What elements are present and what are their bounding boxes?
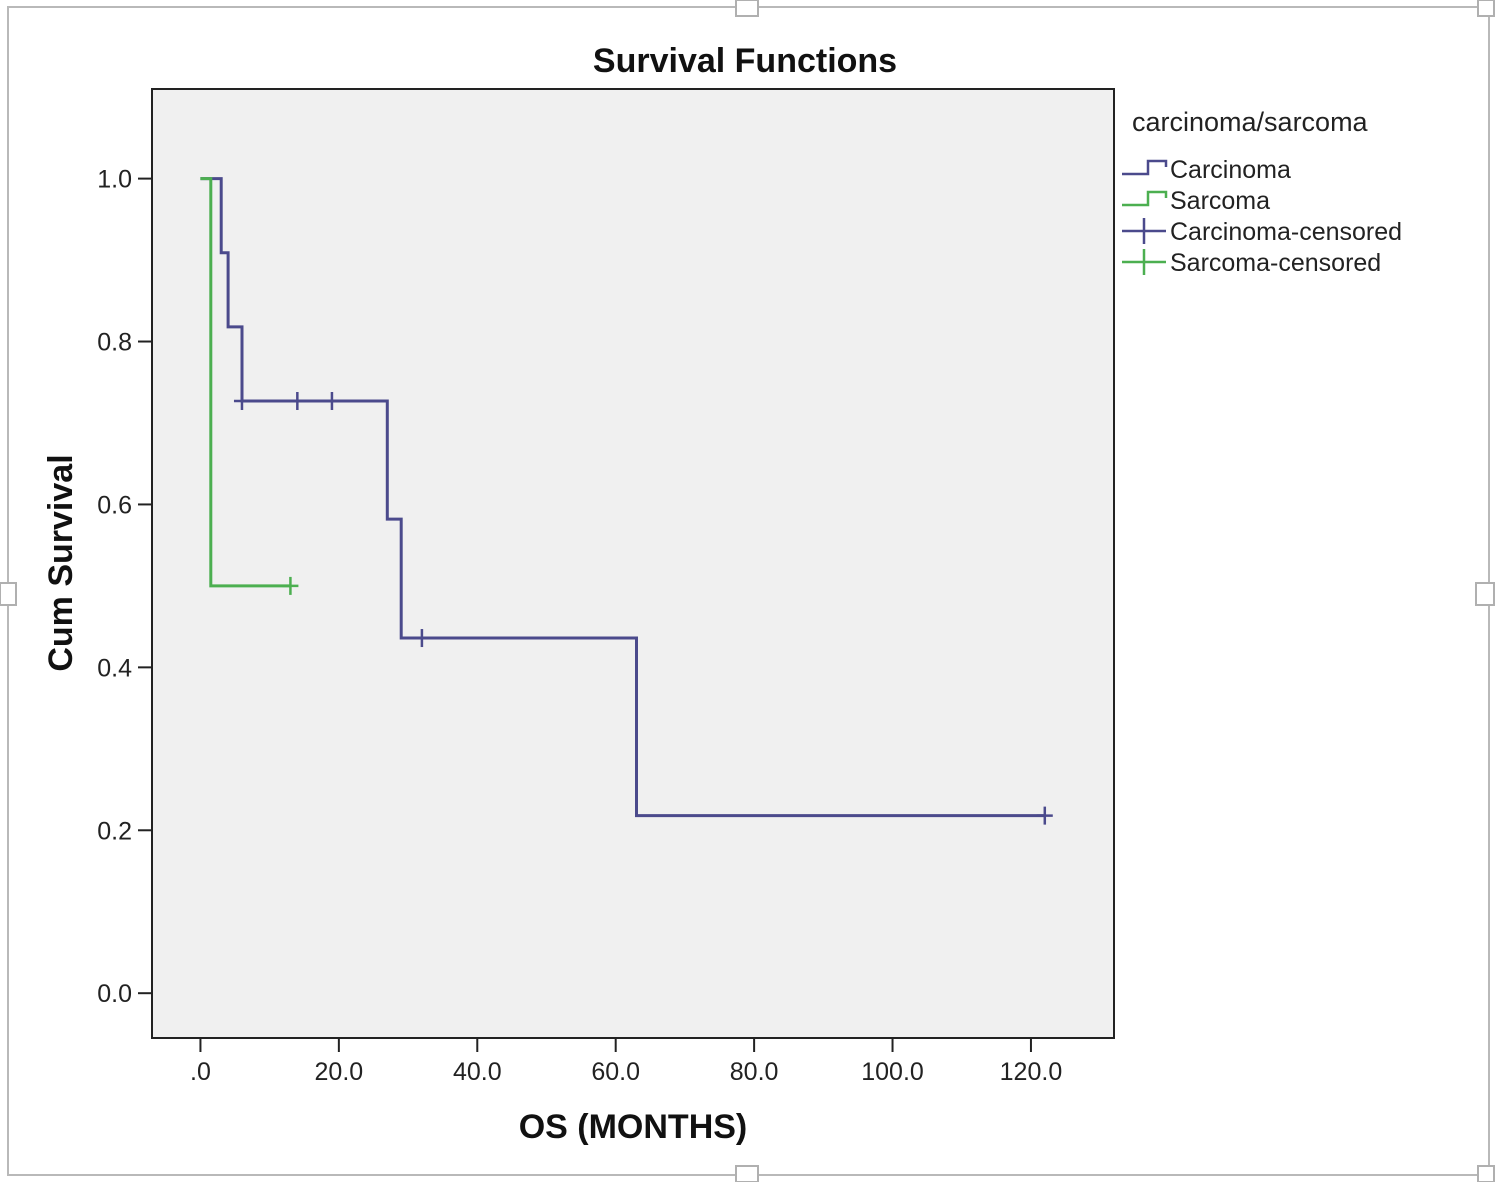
x-tick-label: 20.0	[315, 1058, 364, 1086]
resize-handle-bottom-right[interactable]	[1477, 1165, 1495, 1182]
legend-item-label: Sarcoma-censored	[1170, 249, 1381, 277]
series-line-carcinoma	[200, 177, 1045, 818]
x-axis-label: OS (MONTHS)	[519, 1108, 748, 1146]
legend-step-glyph	[1122, 190, 1168, 207]
legend-item-label: Carcinoma-censored	[1170, 218, 1402, 246]
legend: Carcinoma Sarcoma Carcinoma-censored Sarcom…	[1122, 156, 1402, 277]
x-tick-label: 80.0	[730, 1058, 779, 1086]
x-tick-label: 120.0	[1000, 1058, 1063, 1086]
series-layer	[200, 177, 1053, 825]
y-axis: 0.0 0.2 0.4 0.6 0.8 1.0	[97, 166, 152, 1008]
y-tick-label: 0.8	[97, 329, 132, 357]
x-axis: .0 20.0 40.0 60.0 80.0 100.0 120.0	[190, 1038, 1062, 1086]
resize-handle-top[interactable]	[735, 0, 759, 17]
x-tick-label: 60.0	[591, 1058, 640, 1086]
y-tick-label: 1.0	[97, 166, 132, 194]
legend-title: carcinoma/sarcoma	[1132, 107, 1369, 137]
resize-handle-left[interactable]	[0, 582, 17, 606]
x-tick-label: 100.0	[861, 1058, 924, 1086]
y-tick-label: 0.6	[97, 491, 132, 519]
resize-handle-right[interactable]	[1475, 582, 1495, 606]
y-tick-label: 0.4	[97, 654, 132, 682]
resize-handle-top-right[interactable]	[1477, 0, 1495, 17]
plot-area	[151, 88, 1115, 1039]
series-line-sarcoma	[200, 177, 291, 588]
chart-title: Survival Functions	[593, 42, 897, 80]
resize-handle-bottom[interactable]	[735, 1165, 759, 1182]
legend-step-glyph	[1122, 159, 1168, 176]
legend-item-label: Sarcoma	[1170, 187, 1270, 215]
y-tick-label: 0.2	[97, 817, 132, 845]
x-tick-label: .0	[190, 1058, 211, 1086]
y-axis-label: Cum Survival	[42, 454, 80, 671]
legend-item-label: Carcinoma	[1170, 156, 1291, 184]
x-tick-label: 40.0	[453, 1058, 502, 1086]
y-tick-label: 0.0	[97, 980, 132, 1008]
